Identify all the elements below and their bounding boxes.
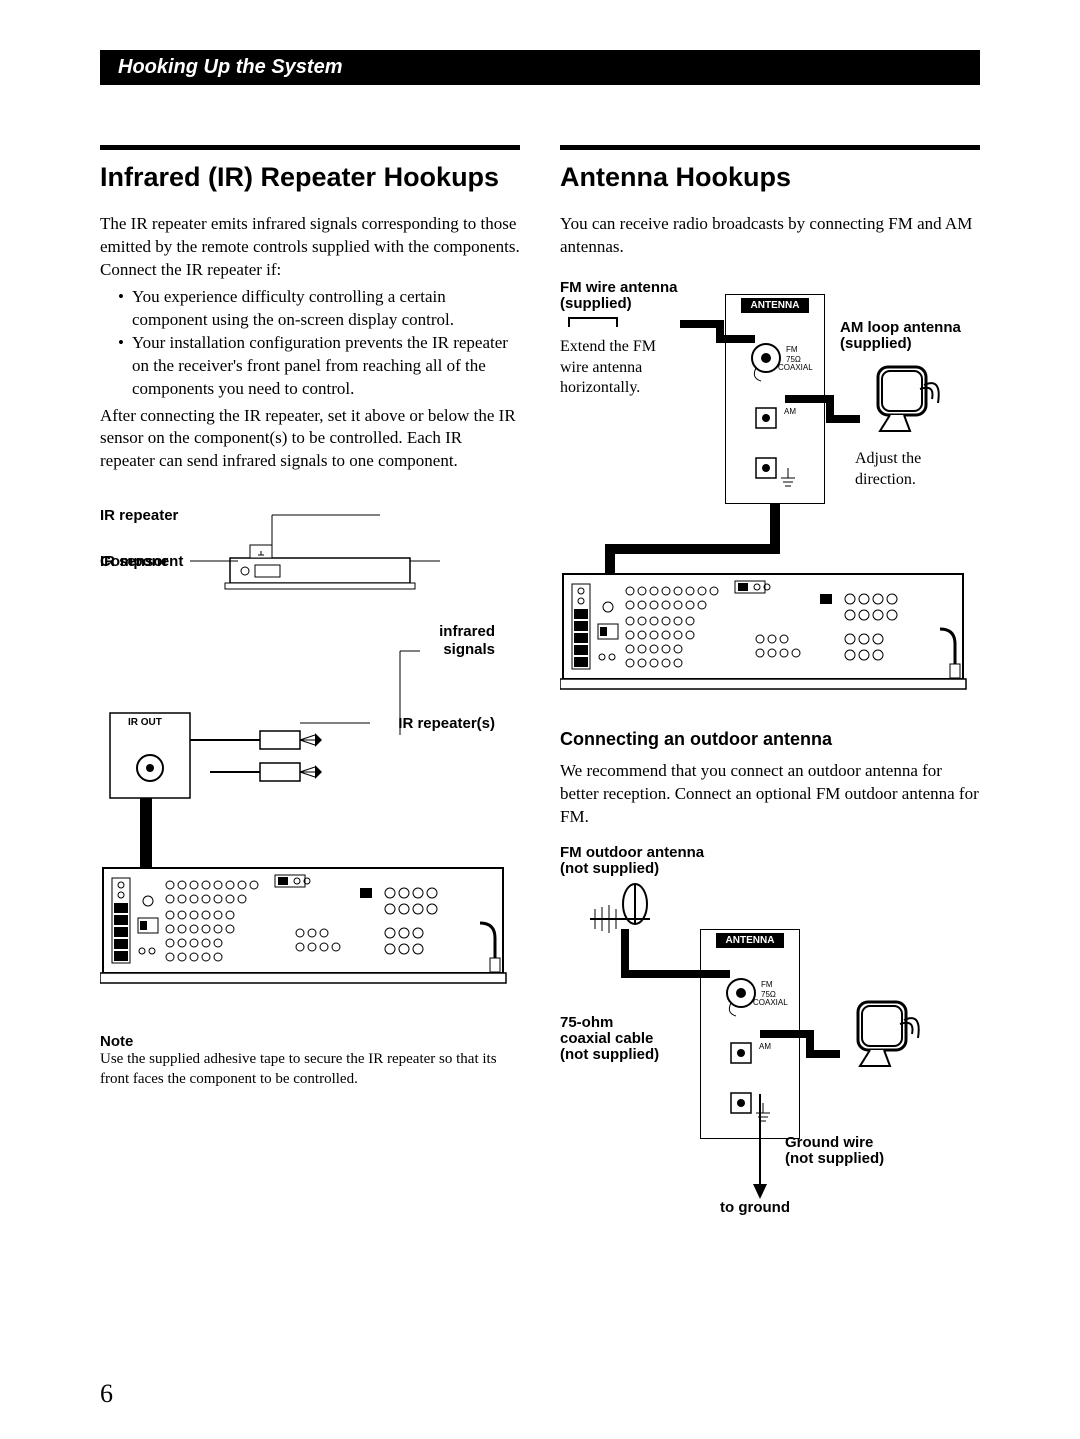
- ir-component-diagram: IR sensor IR repeater Component: [100, 503, 520, 613]
- receiver-diagram: [100, 863, 510, 993]
- am-tiny: AM: [784, 407, 796, 416]
- bullet-1: You experience difficulty controlling a …: [118, 286, 520, 332]
- coax-1: 75-ohm: [560, 1014, 613, 1031]
- ir-repeater-label: IR repeater: [100, 507, 178, 524]
- page-number: 6: [100, 1379, 113, 1409]
- fm-out-1: FM outdoor antenna: [560, 844, 704, 861]
- to-ground: to ground: [720, 1199, 790, 1216]
- bullet-2: Your installation configuration prevents…: [118, 332, 520, 401]
- adjust-text: Adjust the direction.: [855, 449, 955, 491]
- outdoor-text: We recommend that you connect an outdoor…: [560, 760, 980, 829]
- section-rule-r: [560, 145, 980, 150]
- left-after: After connecting the IR repeater, set it…: [100, 405, 520, 474]
- fm-tiny: FM: [786, 345, 798, 354]
- ground-1: Ground wire: [785, 1134, 873, 1151]
- antenna-head-label: ANTENNA: [741, 298, 810, 313]
- fm-out-2: (not supplied): [560, 860, 659, 877]
- fm-wire-1: FM wire antenna: [560, 279, 678, 296]
- coax-tiny2-2: COAXIAL: [753, 998, 788, 1007]
- outdoor-diagram: FM outdoor antenna (not supplied) 75-ohm…: [560, 844, 980, 1214]
- left-bullets: You experience difficulty controlling a …: [100, 286, 520, 401]
- am-loop-2: (supplied): [840, 335, 912, 352]
- component-label: Component: [100, 553, 183, 570]
- right-intro: You can receive radio broadcasts by conn…: [560, 213, 980, 259]
- right-title: Antenna Hookups: [560, 162, 980, 193]
- antenna-diagram-1: FM wire antenna (supplied) Extend the FM…: [560, 279, 980, 709]
- section-rule: [100, 145, 520, 150]
- left-column: Infrared (IR) Repeater Hookups The IR re…: [100, 145, 520, 1214]
- fm-wire-icon: [568, 317, 618, 327]
- coax-3: (not supplied): [560, 1046, 659, 1063]
- am-loop-1: AM loop antenna: [840, 319, 961, 336]
- extend-text: Extend the FM wire antenna horizontally.: [560, 337, 670, 399]
- am-tiny-2: AM: [759, 1042, 771, 1051]
- header-title: Hooking Up the System: [118, 56, 342, 78]
- note-text: Use the supplied adhesive tape to secure…: [100, 1050, 520, 1089]
- fm-wire-2: (supplied): [560, 295, 632, 312]
- receiver-diagram-2: [560, 569, 970, 699]
- ground-2: (not supplied): [785, 1150, 884, 1167]
- antenna-block: ANTENNA FM: [725, 294, 825, 504]
- outdoor-subheading: Connecting an outdoor antenna: [560, 729, 980, 750]
- header-bar: Hooking Up the System: [100, 50, 980, 85]
- note-head: Note: [100, 1033, 520, 1050]
- ir-out-diagram: infrared signals IR repeater(s): [100, 623, 520, 1013]
- ir-out-label: IR OUT: [128, 717, 162, 728]
- antenna-head-label-2: ANTENNA: [716, 933, 785, 948]
- antenna-block-2: ANTENNA FM 75Ω COAXIAL: [700, 929, 800, 1139]
- fm-tiny-2: FM: [761, 980, 773, 989]
- right-column: Antenna Hookups You can receive radio br…: [560, 145, 980, 1214]
- left-title: Infrared (IR) Repeater Hookups: [100, 162, 520, 193]
- coax-tiny2: COAXIAL: [778, 363, 813, 372]
- left-intro: The IR repeater emits infrared signals c…: [100, 213, 520, 282]
- coax-2: coaxial cable: [560, 1030, 653, 1047]
